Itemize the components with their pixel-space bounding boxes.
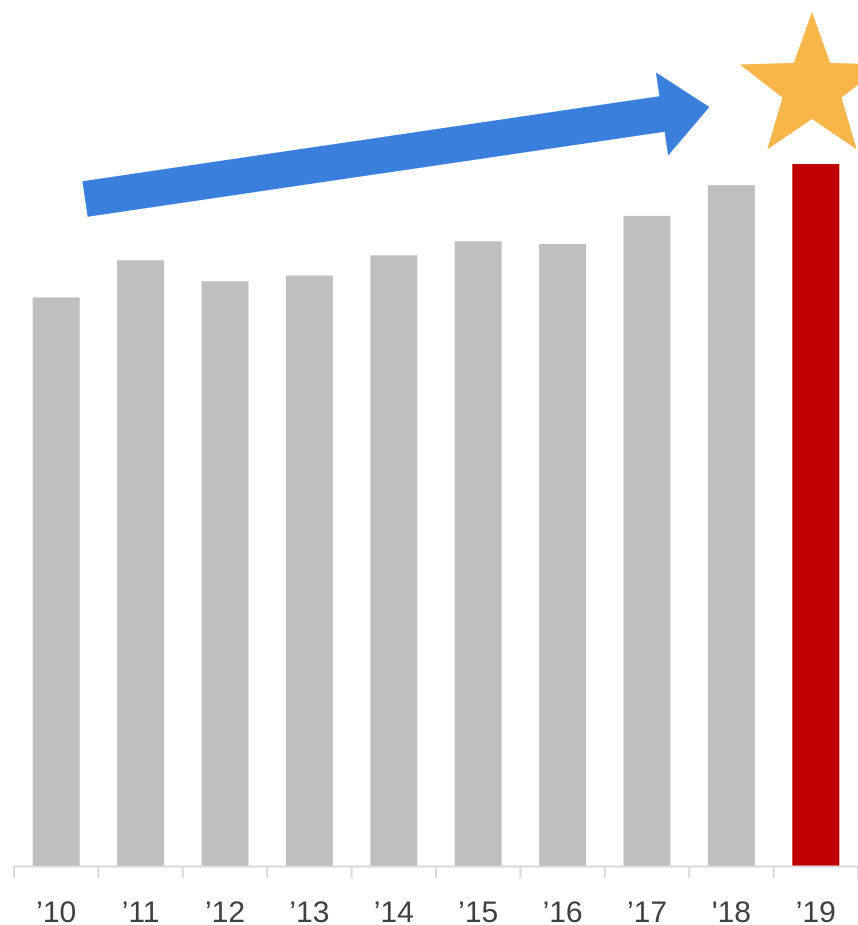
- x-tick-label: ’15: [458, 896, 498, 925]
- x-tick-label: ’14: [374, 896, 414, 925]
- x-tick-label: ’10: [36, 896, 76, 925]
- x-tick-labels: ’10 ’11 ’12 ’13 ’14 ’15 ’16 ’17 '18 ’19: [36, 896, 836, 925]
- x-tick-label: ’11: [122, 896, 160, 925]
- bar: [454, 241, 502, 866]
- bar-highlight: [792, 164, 840, 866]
- star-icon: [739, 12, 858, 150]
- bar: [370, 255, 418, 867]
- bar: [32, 297, 80, 866]
- bar: [117, 260, 165, 866]
- x-tick-label: ’12: [205, 896, 245, 925]
- bar: [285, 275, 333, 867]
- bars-group: [32, 164, 840, 867]
- x-tick-label: ’17: [627, 896, 667, 925]
- annotations-group: [82, 12, 858, 217]
- x-tick-label: ’13: [289, 896, 329, 925]
- x-tick-label: ’19: [796, 896, 836, 925]
- bar: [539, 244, 587, 866]
- x-axis: [13, 865, 858, 878]
- trend-arrow-icon: [82, 72, 710, 217]
- bar: [707, 185, 755, 867]
- bar: [623, 215, 671, 866]
- x-tick-label: '18: [712, 896, 751, 925]
- x-tick-label: ’16: [543, 896, 583, 925]
- bar: [201, 281, 249, 866]
